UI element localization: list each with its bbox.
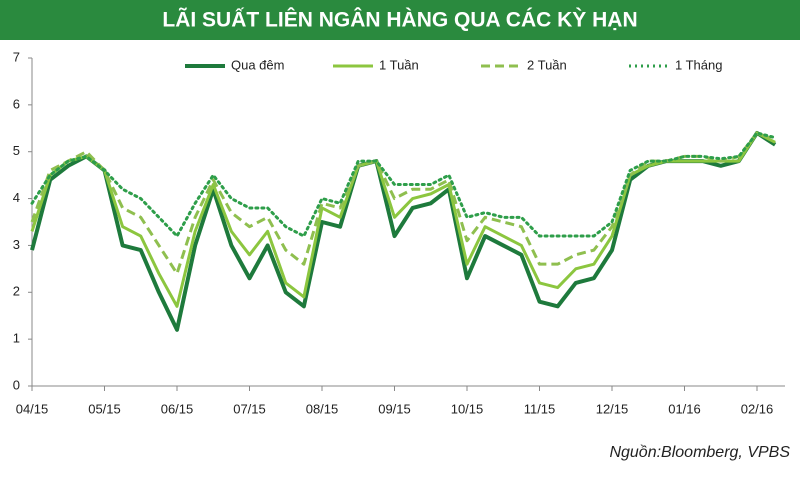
y-tick-label: 6 <box>13 96 20 111</box>
x-tick-label: 08/15 <box>306 401 339 416</box>
y-tick-label: 2 <box>13 284 20 299</box>
x-tick-label: 12/15 <box>596 401 629 416</box>
series-line <box>30 131 776 308</box>
x-tick-label: 01/16 <box>668 401 701 416</box>
x-tick-label: 06/15 <box>161 401 194 416</box>
y-tick-label: 7 <box>13 49 20 64</box>
legend-label: 1 Tuần <box>379 57 419 72</box>
series-line <box>30 131 777 238</box>
legend-label: Qua đêm <box>231 57 284 72</box>
x-tick-label: 07/15 <box>233 401 266 416</box>
x-tick-label: 04/15 <box>16 401 49 416</box>
title-banner <box>0 0 800 40</box>
chart-title: LÃI SUẤT LIÊN NGÂN HÀNG QUA CÁC KỲ HẠN <box>162 8 637 32</box>
legend-label: 2 Tuần <box>527 57 567 72</box>
y-tick-label: 3 <box>13 237 20 252</box>
y-tick-label: 4 <box>13 190 20 205</box>
x-tick-label: 05/15 <box>88 401 121 416</box>
x-tick-label: 09/15 <box>378 401 411 416</box>
source: Nguồn:Bloomberg, VPBS <box>609 444 790 461</box>
x-tick-label: 02/16 <box>741 401 774 416</box>
y-tick-label: 5 <box>13 143 20 158</box>
x-tick-label: 11/15 <box>524 401 556 416</box>
y-tick-label: 1 <box>13 331 20 346</box>
legend-label: 1 Tháng <box>675 57 722 72</box>
x-tick-label: 10/15 <box>451 401 484 416</box>
y-tick-label: 0 <box>13 377 20 392</box>
